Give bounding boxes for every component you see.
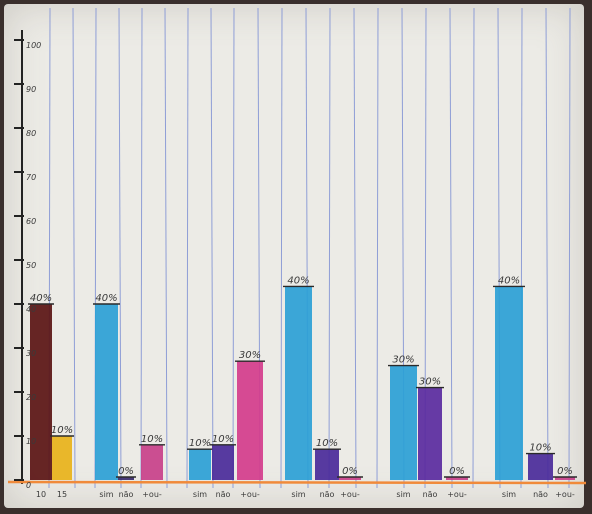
bar [30,304,52,480]
x-tick-label: não [320,490,335,499]
x-tick-label: +ou- [447,490,467,499]
data-label: 30% [392,355,414,366]
data-label: 10% [529,443,551,454]
bars [28,285,577,480]
grid-line [72,7,76,489]
grid-line [232,7,235,489]
data-label: 10% [189,438,211,449]
data-label: 40% [95,293,117,304]
data-label: 0% [342,466,358,477]
data-label: 10% [212,434,234,445]
x-tick-label: sim [193,490,207,499]
data-label: 10% [141,434,163,445]
bar [528,453,553,480]
grid-line [376,7,379,489]
x-tick-label: +ou- [555,490,575,499]
bar [418,387,442,480]
y-ticks: 0 10 20 30 40 50 60 70 80 90 100 [14,39,41,490]
y-tick-label: 80 [26,129,36,138]
grid-line [280,7,283,489]
bar [315,449,339,480]
x-tick-label: não [119,490,134,499]
x-tick-label: não [216,490,231,499]
data-label: 10% [51,425,73,436]
y-tick-label: 50 [26,261,36,270]
grid-line [449,7,453,489]
x-tick-label: sim [99,490,113,499]
grid-line [210,7,214,489]
data-label: 40% [498,275,520,286]
data-label: 0% [557,466,573,477]
grid-line [140,7,143,489]
bar [118,477,134,480]
bar [339,477,361,480]
y-tick-label: 70 [26,173,36,182]
x-tick-label: não [533,490,548,499]
grid-line [568,7,571,489]
x-tick-label: +ou- [142,490,162,499]
data-label: 30% [239,350,261,361]
bar [141,444,163,480]
x-axis-baseline [7,480,587,485]
grid-line [328,7,331,489]
x-tick-label: +ou- [340,490,360,499]
bar [446,477,468,480]
x-tick-label: +ou- [240,490,260,499]
y-tick-label: 40 [26,305,36,314]
y-tick-label: 30 [26,349,36,358]
bar [390,365,417,480]
bar [212,444,234,480]
bar [495,286,523,480]
data-label: 30% [419,377,441,388]
x-tick-label: 15 [57,490,67,499]
data-labels: 40%10%40%0%10% 10% 10%30%40%10%0%30%30%0%4… [30,275,573,477]
data-label: 0% [449,466,465,477]
grid-line [164,7,168,489]
x-tick-label: não [423,490,438,499]
data-label: 40% [287,275,309,286]
y-tick-label: 10 [26,437,36,446]
x-tick-labels: 10 15 sim não +ou-sim não +ou-sim não +ou-sim não… [36,490,575,499]
y-tick-label: 60 [26,217,36,226]
data-label: 0% [118,466,134,477]
data-label: 10% [316,438,338,449]
y-tick-label: 90 [26,85,36,94]
x-tick-label: 10 [36,490,46,499]
data-label: 40% [30,293,52,304]
grid-line [472,7,475,489]
y-tick-label: 20 [26,393,36,402]
grid-line [545,7,549,489]
x-tick-label: sim [291,490,305,499]
bar [555,477,575,480]
bar [95,304,118,480]
grid-line [118,7,122,489]
bar [52,436,72,480]
y-tick-label: 100 [26,41,41,50]
bar [285,286,312,480]
x-tick-label: sim [396,490,410,499]
x-tick-label: sim [502,490,516,499]
y-tick-label: 0 [26,481,31,490]
bar [237,361,263,480]
bar [189,449,211,480]
grid-line [353,7,357,489]
grid-line [186,7,189,489]
